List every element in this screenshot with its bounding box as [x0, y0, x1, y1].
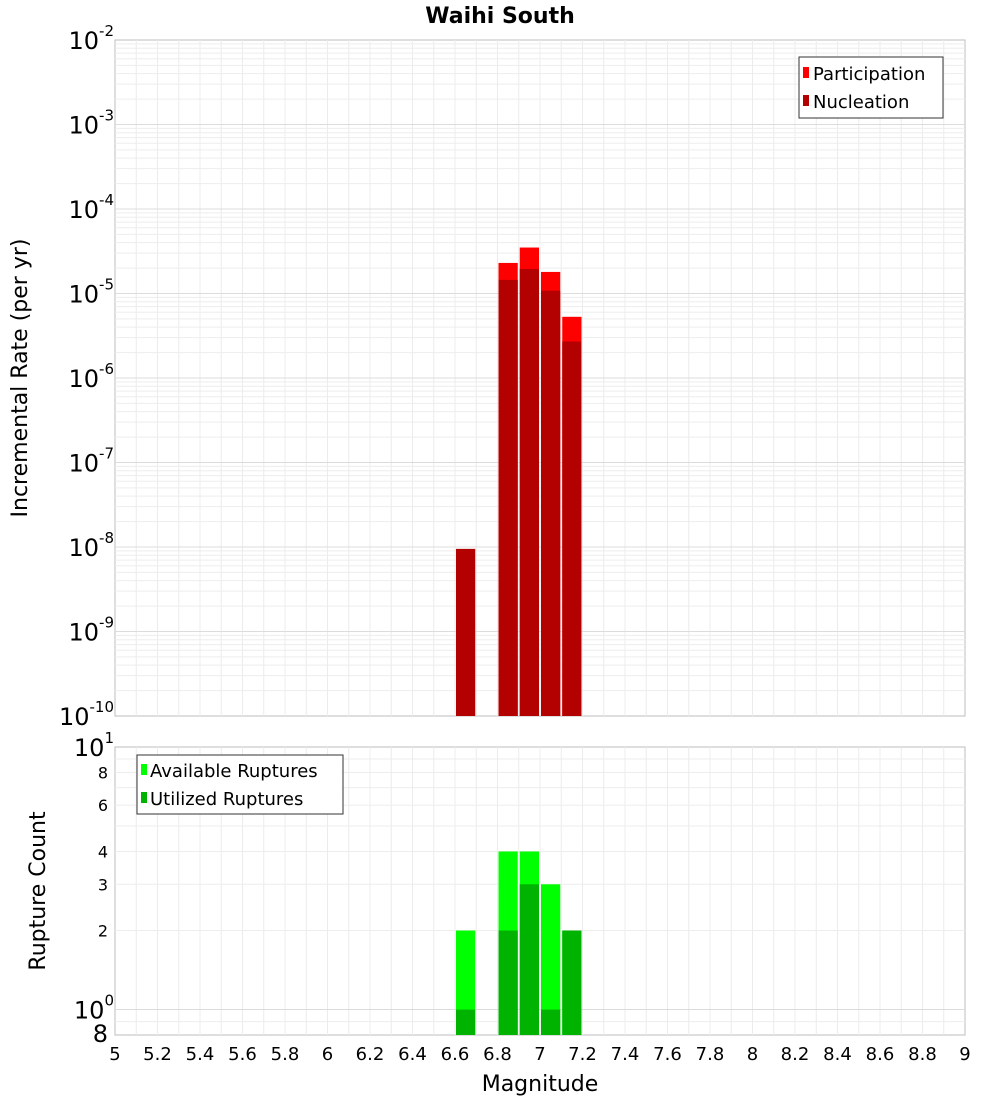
x-tick-label: 8	[747, 1044, 758, 1065]
legend-label-available: Available Ruptures	[150, 761, 318, 782]
top-y-tick-label: 10-8	[68, 529, 114, 562]
top-y-tick-label: 10-9	[68, 614, 114, 647]
legend-swatch-participation	[803, 67, 809, 78]
bottom-legend: Available Ruptures Utilized Ruptures	[136, 754, 344, 815]
x-axis-label: Magnitude	[482, 1072, 599, 1097]
bottom-bar-available-ruptures-0	[456, 930, 476, 1035]
x-tick-label: 5.6	[228, 1044, 257, 1065]
x-tick-label: 6.6	[441, 1044, 470, 1065]
top-bar-nucleation-3	[541, 290, 561, 716]
top-legend: Participation Nucleation	[798, 56, 944, 119]
bottom-y-axis-label: Rupture Count	[26, 811, 51, 971]
x-tick-label: 5	[109, 1044, 120, 1065]
x-tick-label: 6.2	[356, 1044, 385, 1065]
bottom-y-tick-label: 4	[98, 842, 108, 861]
x-tick-label: 6.4	[398, 1044, 427, 1065]
bottom-bar-utilized-ruptures-2	[519, 884, 539, 1035]
x-tick-label: 7.4	[611, 1044, 640, 1065]
top-y-tick-label: 10-6	[68, 360, 114, 393]
chart-title: Waihi South	[425, 4, 575, 29]
x-tick-label: 9	[959, 1044, 970, 1065]
top-y-tick-label: 10-10	[59, 698, 114, 731]
x-tick-label: 5.4	[186, 1044, 215, 1065]
bottom-y-tick-label: 3	[98, 875, 108, 894]
legend-label-participation: Participation	[813, 64, 925, 85]
x-tick-label: 8.4	[823, 1044, 852, 1065]
top-y-tick-label: 10-3	[68, 107, 114, 140]
bottom-y-tick-label: 8	[98, 763, 108, 782]
bottom-y-tick-label: 6	[98, 796, 108, 815]
bottom-bar-utilized-ruptures-4	[562, 930, 582, 1035]
bottom-y-tick-label: 101	[74, 729, 114, 762]
top-bar-nucleation-0	[456, 548, 476, 716]
x-tick-label: 6.8	[483, 1044, 512, 1065]
bottom-bar-available-ruptures-3	[541, 884, 561, 1035]
top-y-tick-label: 10-5	[68, 276, 114, 309]
legend-swatch-nucleation	[803, 95, 809, 106]
bottom-bar-utilized-ruptures-0	[456, 1009, 476, 1035]
x-tick-label: 6	[322, 1044, 333, 1065]
x-tick-label: 8.8	[908, 1044, 937, 1065]
top-y-tick-label: 10-7	[68, 445, 114, 478]
legend-label-utilized: Utilized Ruptures	[150, 789, 303, 810]
x-tick-label: 7.8	[696, 1044, 725, 1065]
x-tick-label: 7.2	[568, 1044, 597, 1065]
bottom-y-tick-label: 8	[93, 1020, 108, 1048]
top-bar-nucleation-1	[498, 279, 518, 716]
x-tick-label: 8.2	[781, 1044, 810, 1065]
top-y-axis-label: Incremental Rate (per yr)	[8, 239, 33, 518]
legend-swatch-available	[141, 764, 147, 775]
top-bar-nucleation-4	[562, 341, 582, 716]
bottom-bar-utilized-ruptures-1	[498, 930, 518, 1035]
x-tick-label: 8.6	[866, 1044, 895, 1065]
x-tick-label: 5.8	[271, 1044, 300, 1065]
top-y-tick-label: 10-2	[68, 22, 114, 55]
x-tick-label: 5.2	[143, 1044, 172, 1065]
legend-swatch-utilized	[141, 792, 147, 803]
bottom-y-tick-label: 100	[74, 992, 114, 1025]
x-tick-label: 7	[534, 1044, 545, 1065]
bottom-y-tick-label: 2	[98, 922, 108, 941]
bottom-bar-utilized-ruptures-3	[541, 1009, 561, 1035]
x-tick-label: 7.6	[653, 1044, 682, 1065]
legend-label-nucleation: Nucleation	[813, 92, 909, 113]
top-bar-nucleation-2	[519, 268, 539, 716]
top-y-tick-label: 10-4	[68, 191, 114, 224]
